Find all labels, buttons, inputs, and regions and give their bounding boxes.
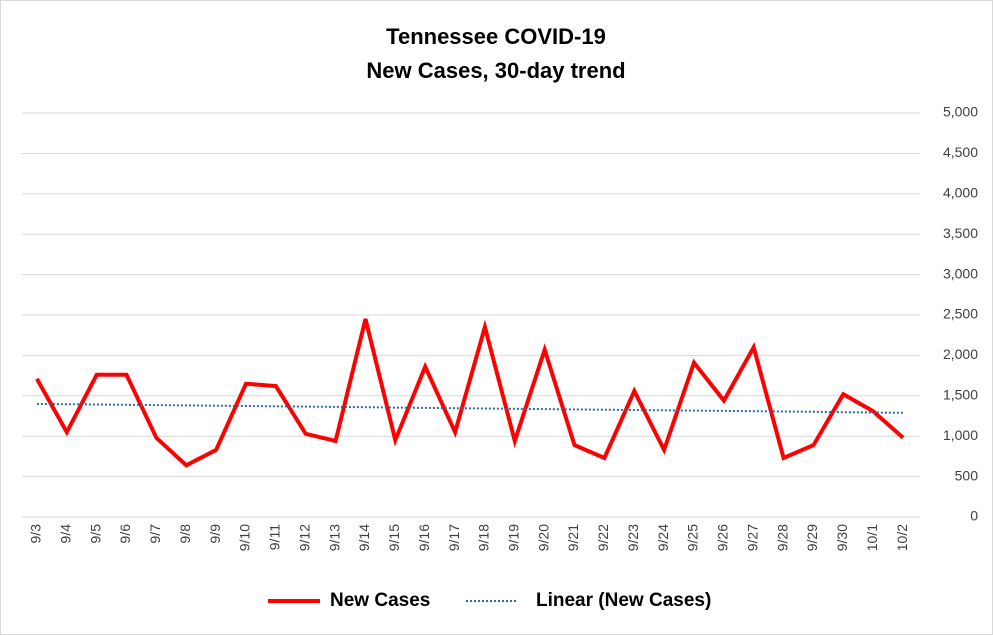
- x-tick-label: 9/17: [446, 524, 462, 551]
- legend-label: Linear (New Cases): [536, 590, 711, 611]
- x-tick-label: 9/20: [535, 524, 551, 551]
- x-tick-label: 9/12: [296, 524, 312, 551]
- x-tick-label: 9/10: [237, 524, 253, 551]
- y-tick-label: 3,000: [943, 265, 978, 281]
- x-tick-label: 9/9: [207, 524, 223, 544]
- y-tick-label: 1,000: [943, 427, 978, 443]
- x-tick-label: 9/25: [685, 524, 701, 551]
- x-tick-label: 9/23: [625, 524, 641, 551]
- x-tick-label: 9/21: [565, 524, 581, 551]
- x-tick-label: 9/19: [506, 524, 522, 551]
- x-tick-label: 9/28: [774, 524, 790, 551]
- x-tick-label: 9/22: [595, 524, 611, 551]
- y-tick-label: 3,500: [943, 225, 978, 241]
- y-tick-label: 1,500: [943, 387, 978, 403]
- x-tick-label: 9/14: [356, 524, 372, 551]
- x-tick-label: 9/27: [744, 524, 760, 551]
- x-tick-label: 9/29: [804, 524, 820, 551]
- x-tick-label: 9/16: [416, 524, 432, 551]
- y-tick-label: 5,000: [943, 104, 978, 120]
- x-tick-label: 9/15: [386, 524, 402, 551]
- x-tick-label: 9/3: [28, 524, 44, 544]
- series-line: [36, 402, 904, 414]
- x-tick-label: 9/5: [87, 524, 103, 544]
- series-line: [35, 318, 905, 468]
- x-tick-label: 9/7: [147, 524, 163, 544]
- chart-subtitle: New Cases, 30-day trend: [366, 58, 625, 83]
- x-tick-label: 9/26: [715, 524, 731, 551]
- x-tick-label: 9/11: [267, 524, 283, 550]
- y-tick-label: 500: [955, 467, 979, 483]
- chart-title: Tennessee COVID-19: [386, 24, 606, 49]
- x-tick-label: 9/8: [177, 524, 193, 544]
- x-tick-label: 9/13: [326, 524, 342, 551]
- y-tick-label: 4,500: [943, 144, 978, 160]
- legend-label: New Cases: [330, 590, 430, 611]
- x-tick-label: 9/24: [655, 524, 671, 551]
- y-tick-label: 2,000: [943, 346, 978, 362]
- x-tick-label: 10/2: [894, 524, 910, 551]
- x-tick-label: 9/30: [834, 524, 850, 551]
- x-tick-label: 9/4: [58, 524, 74, 544]
- y-tick-label: 4,000: [943, 185, 978, 201]
- x-tick-label: 9/18: [476, 524, 492, 551]
- y-tick-label: 0: [970, 508, 978, 524]
- y-tick-label: 2,500: [943, 306, 978, 322]
- x-tick-label: 9/6: [117, 524, 133, 544]
- x-tick-label: 10/1: [864, 524, 880, 551]
